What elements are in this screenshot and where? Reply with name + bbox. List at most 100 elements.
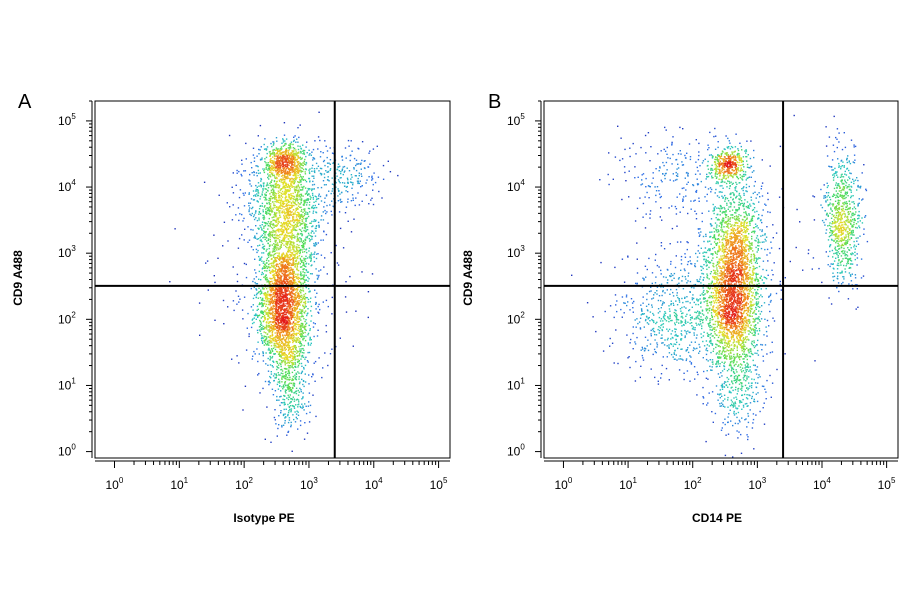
panel-a-event-dot (286, 434, 288, 436)
panel-a-event-dot (290, 258, 293, 261)
panel-a-event-dot (297, 151, 300, 153)
panel-a-event-dot (341, 159, 344, 161)
panel-a-event-dot (271, 349, 274, 351)
panel-a-event-dot (294, 191, 296, 194)
panel-a-event-dot (283, 346, 286, 348)
panel-a-event-dot (267, 364, 269, 366)
panel-a-event-dot (278, 358, 281, 361)
panel-a-event-dot (292, 170, 294, 173)
panel-a: A 100 101 102 103 104 105 100101102103104105 … (11, 91, 451, 525)
panel-a-event-dot (260, 328, 262, 330)
panel-a-event-dot (273, 167, 275, 170)
panel-a-event-dot (303, 245, 305, 247)
panel-a-event-dot (290, 390, 293, 392)
panel-a-event-dot (269, 302, 271, 305)
panel-a-event-dot (269, 169, 271, 172)
panel-a-event-dot (286, 261, 288, 263)
panel-a-event-dot (284, 155, 286, 158)
panel-a-event-dot (274, 204, 276, 207)
panel-a-event-dot (301, 398, 303, 400)
panel-a-event-dot (286, 216, 288, 219)
panel-a-event-dot (280, 234, 283, 236)
panel-a-event-dot (286, 267, 288, 269)
panel-a-event-dot (290, 408, 293, 410)
panel-a-event-dot (291, 336, 293, 339)
panel-a-event-dot (281, 196, 284, 198)
panel-a-event-dot (275, 183, 277, 185)
panel-a-event-dot (285, 371, 287, 373)
panel-a-event-dot (279, 348, 281, 350)
panel-a-event-dot (297, 199, 299, 201)
panel-a-event-dot (307, 344, 310, 346)
panel-a-event-dot (288, 356, 290, 358)
panel-a-event-dot (290, 296, 292, 298)
panel-a-event-dot (263, 230, 265, 232)
panel-a-event-dot (276, 383, 279, 386)
panel-a-event-dot (298, 261, 300, 263)
panel-a-event-dot (252, 309, 254, 311)
panel-a-event-dot (345, 206, 348, 208)
panel-a-event-dot (274, 314, 277, 316)
panel-a-event-dot (295, 178, 297, 180)
panel-a-event-dot (292, 367, 294, 369)
panel-a-event-dot (286, 205, 288, 207)
panel-a-event-dot (286, 231, 288, 234)
panel-a-event-dot (269, 225, 271, 228)
panel-a-event-dot (281, 292, 284, 294)
panel-a-event-dot (313, 170, 316, 172)
panel-a-event-dot (277, 309, 279, 312)
panel-a-event-dot (288, 331, 291, 334)
panel-a-event-dot (282, 201, 284, 203)
panel-a-event-dot (284, 282, 286, 284)
panel-a-event-dot (331, 188, 334, 190)
panel-a-event-dot (270, 321, 272, 323)
panel-a-event-dot (283, 354, 286, 356)
panel-a-event-dot (287, 261, 290, 263)
panel-a-event-dot (265, 211, 268, 213)
panel-a-event-dot (308, 291, 310, 293)
panel-a-event-dot (293, 312, 295, 315)
panel-a-event-dot (278, 194, 280, 197)
panel-a-event-dot (291, 186, 293, 188)
panel-a-event-dot (327, 166, 329, 168)
panel-a-event-dot (297, 288, 299, 290)
panel-a-event-dot (277, 275, 279, 277)
panel-a-event-dot (280, 181, 282, 183)
panel-a-event-dot (308, 154, 310, 156)
panel-a-event-dot (282, 183, 284, 185)
panel-a-event-dot (278, 314, 280, 316)
panel-a-event-dot (312, 394, 314, 396)
panel-a-event-dot (256, 189, 259, 191)
panel-a-event-dot (267, 303, 270, 306)
panel-a-event-dot (284, 233, 287, 236)
panel-a-event-dot (302, 296, 304, 298)
panel-a-event-dot (274, 409, 276, 411)
panel-a-event-dot (283, 401, 286, 403)
panel-a-event-dot (250, 287, 252, 290)
panel-a-event-dot (337, 264, 340, 266)
panel-a-event-dot (304, 187, 307, 189)
panel-a-event-dot (288, 410, 290, 412)
panel-a-event-dot (265, 363, 267, 365)
panel-a-event-dot (307, 232, 310, 235)
panel-a-event-dot (287, 327, 289, 329)
panel-a-event-dot (378, 190, 380, 193)
panel-a-event-dot (281, 375, 283, 377)
panel-a-event-dot (349, 159, 351, 162)
panel-a-event-dot (268, 247, 270, 250)
panel-a-event-dot (262, 168, 264, 170)
panel-a-event-dot (300, 330, 302, 332)
panel-a-event-dot (299, 312, 301, 314)
panel-a-event-dot (284, 193, 286, 196)
panel-a-event-dot (287, 235, 290, 237)
panel-a-event-dot (258, 259, 261, 261)
panel-a-event-dot (294, 366, 296, 368)
panel-a-event-dot (324, 352, 326, 354)
panel-a-event-dot (268, 339, 270, 342)
panel-a-event-dot (300, 175, 302, 178)
panel-a-event-dot (281, 253, 283, 255)
panel-a-event-dot (269, 244, 271, 246)
panel-a-event-dot (258, 153, 260, 155)
panel-a-event-dot (261, 327, 263, 329)
panel-a-event-dot (297, 255, 299, 258)
